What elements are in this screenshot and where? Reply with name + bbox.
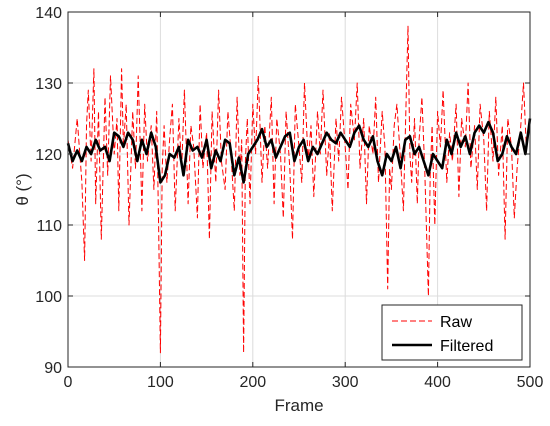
y-tick-label: 120 [35,147,62,164]
x-tick-label: 200 [239,374,266,391]
x-axis-label: Frame [274,396,323,415]
y-tick-label: 110 [36,218,62,235]
axis-ticks [67,11,531,368]
y-tick-label: 90 [44,360,62,377]
axes-frame [67,11,531,368]
legend-filtered-label: Filtered [440,338,493,355]
y-axis-label: θ (°) [13,173,32,205]
x-tick-label: 500 [517,374,544,391]
legend-raw-label: Raw [440,314,472,331]
y-tick-labels: 90 100 110 120 130 140 [35,5,62,377]
x-tick-label: 100 [147,374,174,391]
plot-series [66,25,532,354]
y-tick-label: 140 [35,5,62,22]
legend: Raw Filtered [381,304,523,361]
x-tick-labels: 0 100 200 300 400 500 [64,374,544,391]
x-tick-label: 300 [332,374,359,391]
legend-box [381,304,523,361]
series-line-raw [67,25,531,354]
y-tick-label: 100 [35,289,62,306]
series-line-filtered [66,118,532,184]
x-tick-label: 0 [64,374,73,391]
x-tick-label: 400 [424,374,451,391]
y-tick-label: 130 [35,76,62,93]
